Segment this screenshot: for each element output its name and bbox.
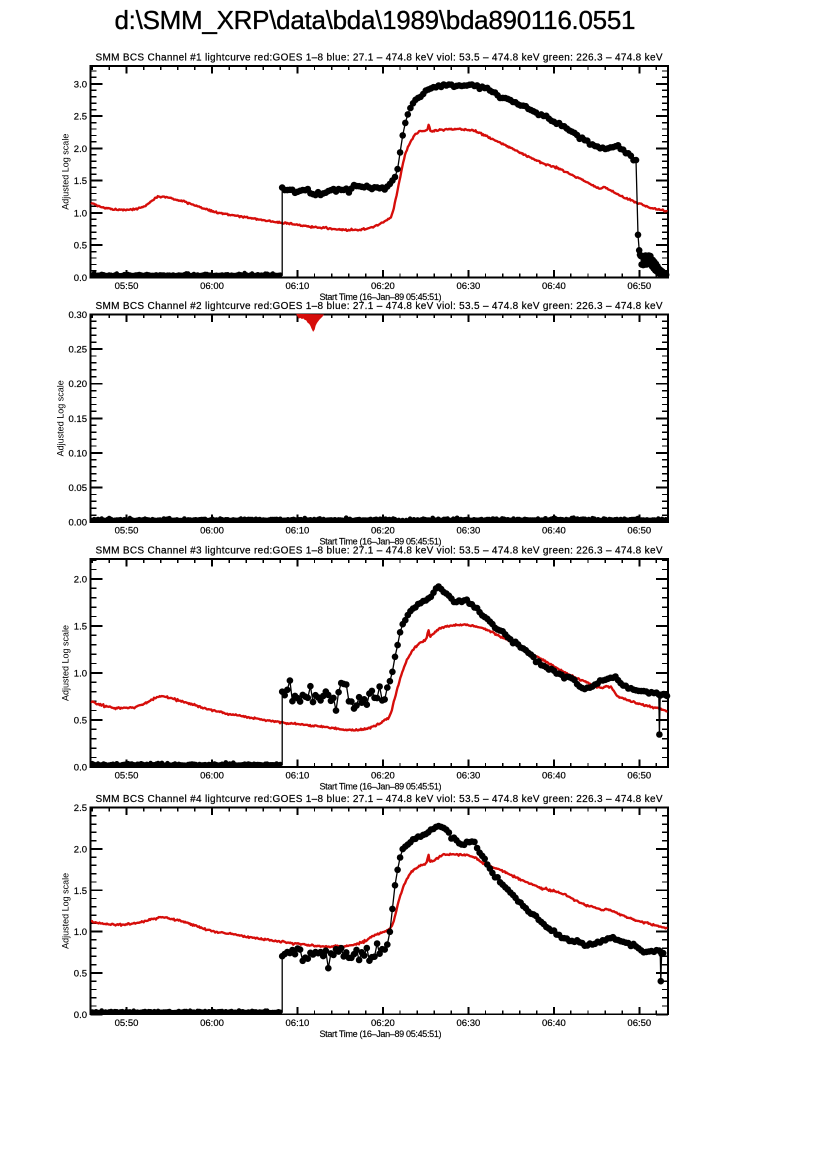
svg-text:06:40: 06:40 xyxy=(542,281,566,292)
svg-text:Adjusted Log scale: Adjusted Log scale xyxy=(61,873,71,949)
svg-text:Start Time (16–Jan–89 05:45:51: Start Time (16–Jan–89 05:45:51) xyxy=(320,292,442,302)
svg-text:06:40: 06:40 xyxy=(542,526,566,537)
svg-text:05:50: 05:50 xyxy=(115,1018,139,1029)
svg-text:0.10: 0.10 xyxy=(69,448,88,459)
svg-text:Adjusted Log scale: Adjusted Log scale xyxy=(56,380,66,456)
svg-text:06:50: 06:50 xyxy=(627,526,651,537)
svg-text:05:50: 05:50 xyxy=(115,281,139,292)
svg-text:06:00: 06:00 xyxy=(200,281,224,292)
svg-text:1.5: 1.5 xyxy=(74,621,87,632)
svg-text:06:40: 06:40 xyxy=(542,770,566,781)
svg-text:Adjusted Log scale: Adjusted Log scale xyxy=(61,134,71,210)
svg-text:05:50: 05:50 xyxy=(115,770,139,781)
svg-text:06:30: 06:30 xyxy=(457,1018,481,1029)
svg-text:06:20: 06:20 xyxy=(371,281,395,292)
svg-text:06:10: 06:10 xyxy=(286,1018,310,1029)
svg-text:0.00: 0.00 xyxy=(69,518,88,529)
svg-text:SMM BCS Channel #3 lightcurve: SMM BCS Channel #3 lightcurve red:GOES 1… xyxy=(96,546,663,557)
svg-text:0.5: 0.5 xyxy=(74,241,87,252)
svg-text:SMM BCS Channel #4 lightcurve: SMM BCS Channel #4 lightcurve red:GOES 1… xyxy=(96,794,663,805)
svg-text:SMM BCS Channel #2 lightcurve: SMM BCS Channel #2 lightcurve red:GOES 1… xyxy=(96,301,663,312)
svg-text:0.20: 0.20 xyxy=(69,379,88,390)
svg-text:06:20: 06:20 xyxy=(371,526,395,537)
svg-text:1.0: 1.0 xyxy=(74,668,87,679)
svg-text:06:50: 06:50 xyxy=(627,1018,651,1029)
svg-text:0.0: 0.0 xyxy=(74,273,87,284)
svg-text:2.0: 2.0 xyxy=(74,844,87,855)
svg-text:06:50: 06:50 xyxy=(627,281,651,292)
svg-text:06:10: 06:10 xyxy=(286,526,310,537)
svg-text:06:40: 06:40 xyxy=(542,1018,566,1029)
svg-text:06:00: 06:00 xyxy=(200,526,224,537)
svg-text:06:10: 06:10 xyxy=(286,281,310,292)
svg-text:0.15: 0.15 xyxy=(69,414,88,425)
svg-text:0.30: 0.30 xyxy=(69,310,88,321)
svg-text:0.5: 0.5 xyxy=(74,715,87,726)
svg-text:1.5: 1.5 xyxy=(74,176,87,187)
svg-text:06:00: 06:00 xyxy=(200,770,224,781)
svg-text:Adjusted Log scale: Adjusted Log scale xyxy=(61,625,71,701)
svg-text:1.0: 1.0 xyxy=(74,208,87,219)
svg-text:06:30: 06:30 xyxy=(457,281,481,292)
svg-text:06:10: 06:10 xyxy=(286,770,310,781)
svg-text:06:30: 06:30 xyxy=(457,770,481,781)
svg-text:06:30: 06:30 xyxy=(457,526,481,537)
svg-text:1.0: 1.0 xyxy=(74,927,87,938)
svg-text:Start Time (16–Jan–89 05:45:51: Start Time (16–Jan–89 05:45:51) xyxy=(320,1029,442,1039)
svg-text:Start Time (16–Jan–89 05:45:51: Start Time (16–Jan–89 05:45:51) xyxy=(320,781,442,791)
svg-text:1.5: 1.5 xyxy=(74,886,87,897)
svg-text:06:20: 06:20 xyxy=(371,770,395,781)
svg-text:2.0: 2.0 xyxy=(74,574,87,585)
svg-text:Start Time (16–Jan–89 05:45:51: Start Time (16–Jan–89 05:45:51) xyxy=(320,537,442,547)
svg-text:0.0: 0.0 xyxy=(74,762,87,773)
svg-text:06:20: 06:20 xyxy=(371,1018,395,1029)
svg-text:2.0: 2.0 xyxy=(74,144,87,155)
svg-text:3.0: 3.0 xyxy=(74,79,87,90)
svg-text:2.5: 2.5 xyxy=(74,803,87,814)
svg-text:0.5: 0.5 xyxy=(74,968,87,979)
svg-text:06:00: 06:00 xyxy=(200,1018,224,1029)
svg-text:0.0: 0.0 xyxy=(74,1010,87,1021)
svg-text:0.25: 0.25 xyxy=(69,345,88,356)
svg-text:0.05: 0.05 xyxy=(69,483,88,494)
svg-text:SMM BCS Channel #1 lightcurve: SMM BCS Channel #1 lightcurve red:GOES 1… xyxy=(96,53,663,64)
svg-text:05:50: 05:50 xyxy=(115,526,139,537)
svg-text:2.5: 2.5 xyxy=(74,112,87,123)
svg-text:d:\SMM_XRP\data\bda\1989\bda89: d:\SMM_XRP\data\bda\1989\bda890116.0551 xyxy=(115,5,636,35)
svg-text:06:50: 06:50 xyxy=(627,770,651,781)
